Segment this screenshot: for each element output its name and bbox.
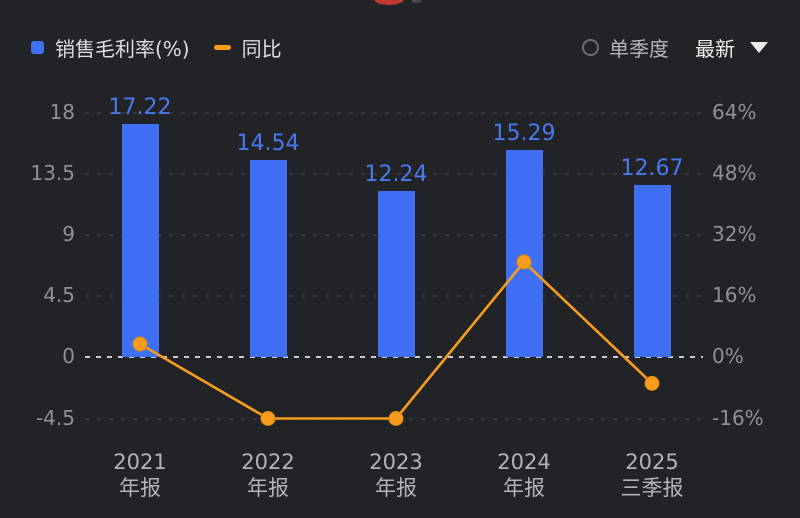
y-axis-tick-left: 13.5 [30, 161, 75, 186]
bar-value-label: 15.29 [492, 120, 556, 146]
dropdown-selected-value: 最新 [695, 37, 735, 61]
y-axis-tick-left: 9 [62, 222, 75, 247]
bar-value-label: 12.24 [364, 162, 428, 188]
y-axis-tick-left: 4.5 [43, 283, 75, 308]
single-quarter-label[interactable]: 单季度 [609, 37, 669, 61]
y-axis-tick-left: -4.5 [35, 405, 75, 430]
legend-item-yoy[interactable]: 同比 [213, 33, 282, 62]
gridline [85, 173, 703, 176]
line-point[interactable] [260, 411, 276, 426]
report-period-dropdown[interactable]: 最新 [695, 33, 768, 62]
y-axis-tick-right: 64% [712, 100, 757, 124]
header-controls: 单季度 最新 [582, 33, 768, 62]
clipped-red-badge-icon [374, 0, 404, 5]
bar-value-label: 14.54 [236, 130, 300, 156]
x-axis-label: 2025 三季报 [620, 450, 684, 500]
bar[interactable] [377, 191, 415, 358]
y-axis-tick-right: 32% [712, 222, 757, 247]
line-point[interactable] [644, 375, 660, 391]
bar-value-label: 12.67 [620, 156, 684, 182]
chevron-down-icon [750, 42, 768, 53]
y-axis-tick-right: 48% [712, 161, 757, 186]
legend: 销售毛利率(%) 同比 [31, 33, 282, 62]
y-axis-tick-left: 18 [49, 100, 75, 124]
orange-dash-swatch-icon [213, 45, 231, 50]
x-axis-label: 2021 年报 [113, 450, 167, 500]
bar[interactable] [249, 159, 287, 358]
legend-label: 同比 [241, 37, 282, 61]
line-point[interactable] [132, 336, 148, 352]
bar[interactable] [505, 149, 543, 358]
gridline [85, 112, 703, 114]
bar-value-label: 17.22 [108, 94, 172, 120]
y-axis-tick-right: 16% [712, 283, 757, 308]
bar[interactable] [121, 123, 159, 358]
y-axis-tick-left: 0 [62, 344, 75, 369]
line-point[interactable] [388, 411, 404, 426]
legend-label: 销售毛利率(%) [55, 37, 190, 61]
x-axis-label: 2022 年报 [241, 450, 295, 500]
y-axis-tick-right: -16% [712, 405, 764, 430]
x-axis-label: 2024 年报 [497, 450, 551, 500]
y-axis-tick-right: 0% [712, 344, 744, 369]
line-point[interactable] [516, 254, 532, 270]
blue-square-swatch-icon [31, 41, 44, 54]
x-axis-label: 2023 年报 [369, 450, 423, 500]
chart-header: 销售毛利率(%) 同比 单季度 最新 [0, 0, 800, 70]
clipped-gray-dot-icon [411, 0, 422, 3]
bar[interactable] [633, 185, 671, 358]
legend-item-gross-margin[interactable]: 销售毛利率(%) [31, 33, 190, 62]
single-quarter-radio[interactable] [582, 39, 599, 56]
